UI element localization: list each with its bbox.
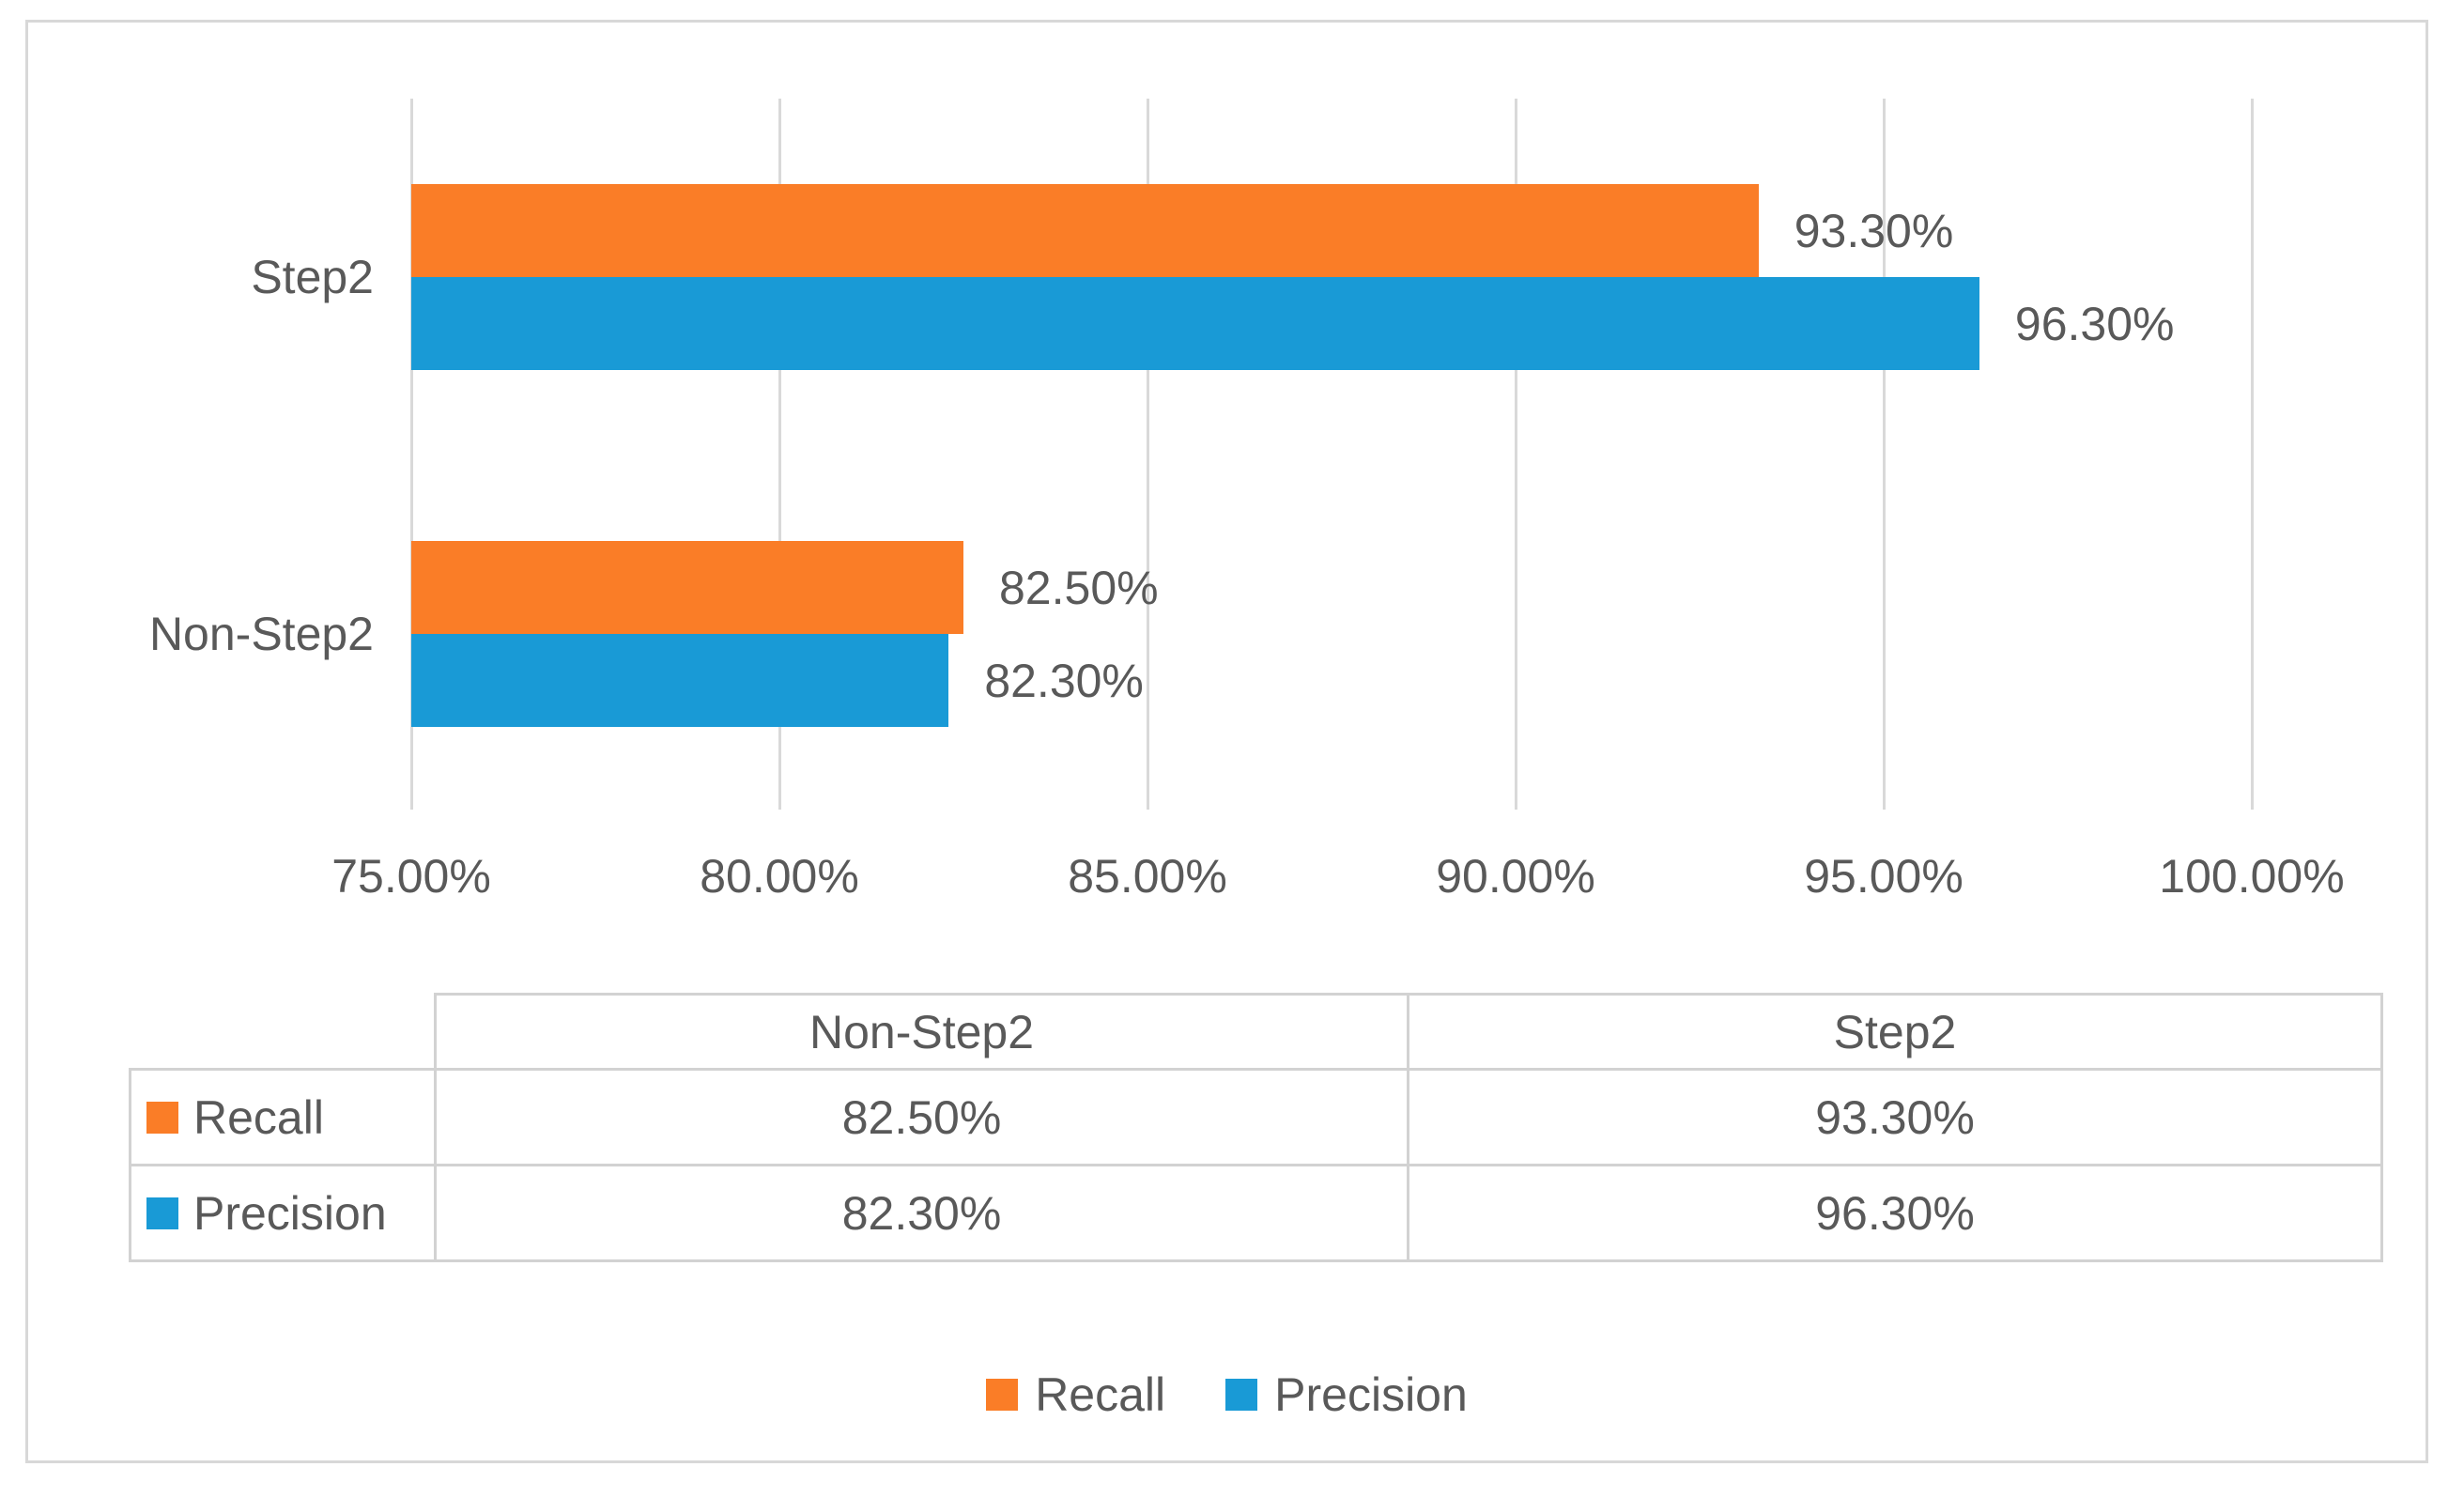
gridline-80.00% — [778, 99, 781, 810]
legend-precision-label: Precision — [1274, 1368, 1468, 1421]
x-tick-label-75.00%: 75.00% — [331, 850, 491, 903]
legend-item-recall: Recall — [986, 1367, 1165, 1422]
table-cell-precision-non-step2: 82.30% — [434, 1164, 1409, 1262]
table-key-precision: Precision — [129, 1164, 437, 1262]
table-key-recall: Recall — [129, 1068, 437, 1166]
table-key-precision-label: Precision — [193, 1186, 387, 1240]
data-label-recall-step2: 93.30% — [1794, 204, 1954, 257]
data-label-precision-step2: 96.30% — [2014, 297, 2175, 350]
table-row-recall: Recall 82.50% 93.30% — [129, 1068, 2383, 1166]
table-corner-cell — [131, 995, 436, 1070]
table-key-recall-label: Recall — [193, 1090, 324, 1144]
bar-precision-non-step2 — [411, 634, 949, 727]
x-tick-label-85.00%: 85.00% — [1068, 850, 1227, 903]
table-header-non-step2: Non-Step2 — [434, 993, 1409, 1071]
gridline-90.00% — [1514, 99, 1517, 810]
data-label-recall-non-step2: 82.50% — [999, 561, 1159, 614]
table-header-step2: Step2 — [1407, 993, 2383, 1071]
x-tick-label-95.00%: 95.00% — [1804, 850, 1964, 903]
gridline-85.00% — [1146, 99, 1149, 810]
table-cell-precision-step2: 96.30% — [1407, 1164, 2383, 1262]
x-tick-label-100.00%: 100.00% — [2159, 850, 2345, 903]
table-cell-recall-step2: 93.30% — [1407, 1068, 2383, 1166]
bar-recall-non-step2 — [411, 541, 963, 634]
chart-frame: 93.30% 96.30% 82.50% 82.30% 75.00% 80.00% 85.… — [25, 20, 2428, 1463]
category-label-step2: Step2 — [251, 251, 374, 303]
table-header-row: Non-Step2 Step2 — [131, 993, 2383, 1071]
x-tick-label-90.00%: 90.00% — [1436, 850, 1595, 903]
gridline-75.00% — [409, 99, 413, 810]
data-table: Non-Step2 Step2 Recall 82.50% 93.30% — [129, 993, 2383, 1262]
gridline-95.00% — [1882, 99, 1886, 810]
legend-item-precision: Precision — [1225, 1367, 1468, 1422]
chart-legend: Recall Precision — [28, 1367, 2426, 1422]
table-cell-recall-non-step2: 82.50% — [434, 1068, 1409, 1166]
gridline-100.00% — [2250, 99, 2254, 810]
table-row-precision: Precision 82.30% 96.30% — [129, 1164, 2383, 1262]
legend-recall-label: Recall — [1035, 1368, 1166, 1421]
data-label-precision-non-step2: 82.30% — [984, 654, 1144, 707]
recall-swatch-icon — [146, 1101, 178, 1134]
bar-precision-step2 — [411, 277, 1979, 370]
category-label-non-step2: Non-Step2 — [148, 608, 374, 660]
precision-swatch-icon — [146, 1197, 178, 1229]
bar-recall-step2 — [411, 184, 1759, 277]
x-tick-label-80.00%: 80.00% — [700, 850, 859, 903]
precision-legend-swatch-icon — [1225, 1379, 1258, 1411]
recall-legend-swatch-icon — [986, 1379, 1019, 1411]
